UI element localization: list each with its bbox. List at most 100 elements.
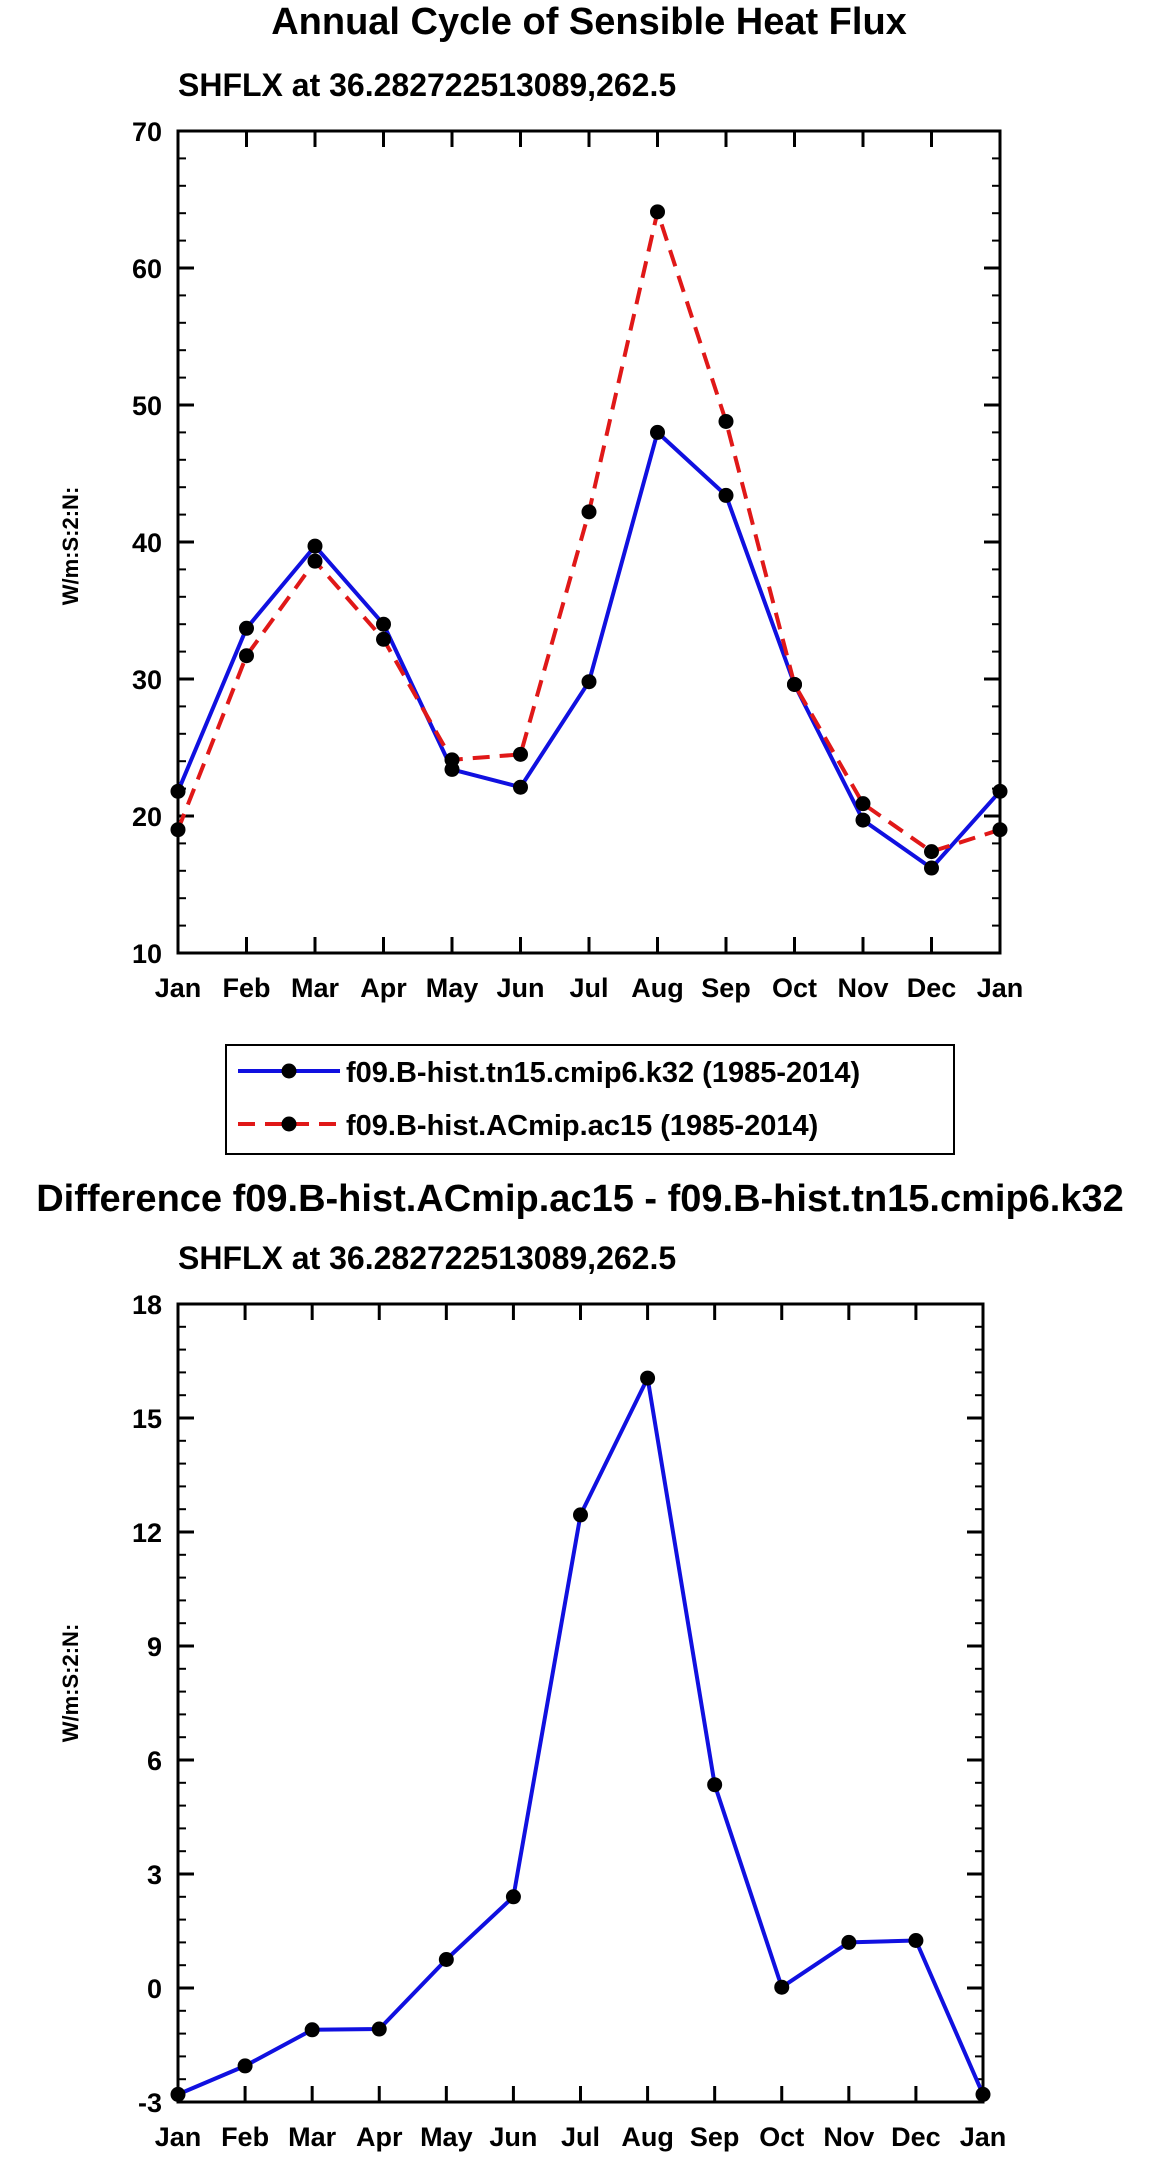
x-tick-label: Jan (960, 2122, 1007, 2152)
x-tick-label: Nov (837, 973, 888, 1003)
x-tick-labels: Jan Feb Mar Apr May Jun Jul Aug Sep Oct Nov Dec Jan (155, 973, 1024, 1003)
data-point (640, 1370, 656, 1386)
data-point (307, 538, 323, 554)
y-tick-label: 50 (132, 391, 162, 421)
y-tick-labels: 10 20 30 40 50 60 70 (132, 117, 162, 969)
y-tick-label: 40 (132, 528, 162, 558)
data-point (855, 796, 871, 812)
legend-box (225, 1044, 955, 1155)
series-line (177, 1376, 985, 2097)
y-tick-label: 30 (132, 665, 162, 695)
data-point (371, 2021, 387, 2037)
legend-label-model-1: f09.B-hist.tn15.cmip6.k32 (1985-2014) (346, 1057, 860, 1089)
y-tick-label: 12 (132, 1518, 162, 1548)
data-point (992, 783, 1008, 799)
legend-marker-model-1 (281, 1063, 297, 1079)
difference-panel: Difference f09.B-hist.ACmip.ac15 - f09.B… (36, 1178, 1124, 2152)
x-tick-label: Jan (155, 2122, 202, 2152)
y-tick-label: 60 (132, 254, 162, 284)
data-point (170, 2086, 186, 2102)
data-point (841, 1934, 857, 1950)
data-point (581, 674, 597, 690)
data-point (444, 752, 460, 768)
panel-subtitle: SHFLX at 36.282722513089,262.5 (178, 1240, 676, 1276)
x-tick-label: Jul (561, 2122, 600, 2152)
y-tick-label: 18 (132, 1290, 162, 1320)
x-tick-label: Jun (489, 2122, 537, 2152)
data-point (239, 648, 254, 664)
y-tick-label: 3 (147, 1860, 162, 1890)
data-point (513, 746, 528, 762)
x-tick-label: Aug (631, 973, 683, 1003)
data-point (992, 822, 1008, 838)
data-point (438, 1952, 454, 1967)
difference-title: Difference f09.B-hist.ACmip.ac15 - f09.B… (36, 1178, 1124, 1220)
x-tick-label: Dec (907, 973, 957, 1003)
data-point (924, 860, 939, 876)
x-tick-label: Dec (891, 2122, 941, 2152)
x-tick-label: Apr (356, 2122, 403, 2152)
data-point (505, 1889, 521, 1905)
data-point (924, 844, 939, 860)
x-tick-label: Jul (569, 973, 608, 1003)
data-point (975, 2086, 991, 2102)
x-tick-label: Oct (759, 2122, 804, 2152)
y-tick-label: 10 (132, 939, 162, 969)
x-tick-label: Apr (360, 973, 407, 1003)
legend: f09.B-hist.tn15.cmip6.k32 (1985-2014) f0… (225, 1044, 955, 1155)
axis-ticks (176, 1302, 985, 2104)
data-point (307, 553, 323, 569)
main-title: Annual Cycle of Sensible Heat Flux (271, 1, 907, 43)
x-tick-label: Jun (496, 973, 544, 1003)
y-tick-label: -3 (138, 2088, 162, 2118)
data-point (774, 1979, 790, 1995)
x-tick-label: Sep (690, 2122, 740, 2152)
x-tick-label: Jan (977, 973, 1024, 1003)
x-tick-label: Oct (772, 973, 817, 1003)
axis-ticks (176, 129, 1002, 955)
data-point (787, 676, 802, 692)
data-point (170, 822, 186, 838)
data-point (650, 204, 665, 220)
y-tick-labels: -3 0 3 6 9 12 15 18 (132, 1290, 162, 2118)
data-point (239, 620, 254, 636)
y-tick-label: 9 (147, 1632, 162, 1662)
x-tick-labels: Jan Feb Mar Apr May Jun Jul Aug Sep Oct Nov Dec Jan (155, 2122, 1007, 2152)
data-point (304, 2022, 320, 2038)
data-point (908, 1933, 924, 1948)
x-tick-label: Sep (701, 973, 751, 1003)
series-line (176, 430, 1002, 871)
x-tick-label: May (426, 973, 479, 1003)
data-point (707, 1777, 723, 1793)
series-group (170, 204, 1008, 876)
data-point (513, 779, 528, 795)
data-point (718, 487, 734, 503)
y-tick-label: 20 (132, 802, 162, 832)
x-tick-label: Mar (291, 973, 340, 1003)
data-point (718, 413, 734, 429)
series-group (170, 1370, 991, 2102)
x-tick-label: Mar (288, 2122, 337, 2152)
y-tick-label: 6 (147, 1746, 162, 1776)
x-tick-label: Feb (222, 973, 270, 1003)
y-tick-label: 15 (132, 1404, 162, 1434)
data-point (573, 1507, 588, 1523)
data-point (170, 783, 186, 799)
annual-cycle-panel: Annual Cycle of Sensible Heat Flux SHFLX… (58, 1, 1024, 1155)
x-tick-label: May (420, 2122, 473, 2152)
x-tick-label: Jan (155, 973, 202, 1003)
y-axis-label: W/m:S:2:N: (58, 1624, 83, 1743)
legend-label-model-2: f09.B-hist.ACmip.ac15 (1985-2014) (346, 1110, 818, 1142)
panel-subtitle: SHFLX at 36.282722513089,262.5 (178, 67, 676, 103)
x-tick-label: Feb (221, 2122, 269, 2152)
series-line (176, 209, 1001, 854)
data-point (855, 812, 871, 828)
y-axis-label: W/m:S:2:N: (58, 487, 83, 606)
y-tick-label: 70 (132, 117, 162, 147)
data-point (376, 616, 391, 632)
plot-frame (176, 1302, 985, 2104)
x-tick-label: Nov (823, 2122, 874, 2152)
data-point (237, 2058, 253, 2074)
data-point (650, 424, 665, 440)
